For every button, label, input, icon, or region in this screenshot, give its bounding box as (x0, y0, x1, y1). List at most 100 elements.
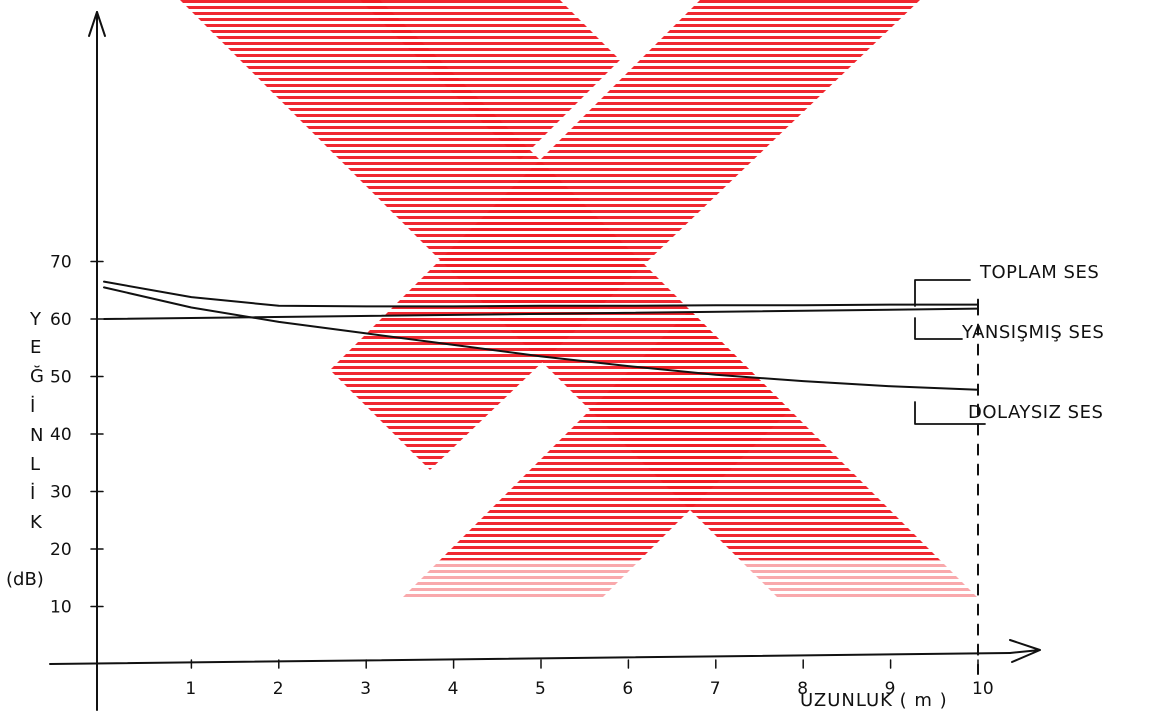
watermark-stripe (0, 369, 1172, 372)
y-axis-unit-label: (dB) (6, 569, 44, 590)
x-logo-watermark (0, 0, 1172, 620)
watermark-stripe (0, 51, 1172, 54)
watermark-stripe (0, 507, 1172, 510)
watermark-stripe (0, 525, 1172, 528)
series-line-yansişmiş-ses (103, 307, 979, 320)
watermark-stripe (0, 141, 1172, 144)
y-tick-label: 70 (50, 253, 72, 273)
watermark-stripe (0, 117, 1172, 120)
watermark-stripe (0, 93, 1172, 96)
watermark-stripe (0, 465, 1172, 468)
watermark-stripe (0, 201, 1172, 204)
watermark-stripe (0, 411, 1172, 414)
y-axis-label-letter: N (30, 425, 43, 446)
y-tick-label: 40 (50, 425, 72, 445)
watermark-stripe (0, 243, 1172, 246)
watermark-stripe (0, 297, 1172, 300)
watermark-stripe (0, 153, 1172, 156)
watermark-stripe (0, 531, 1172, 534)
x-axis-label: UZUNLUK ( m ) (800, 690, 948, 711)
watermark-stripe (0, 69, 1172, 72)
watermark-stripe (0, 255, 1172, 258)
legend-bracket (914, 317, 963, 340)
watermark-stripe (0, 393, 1172, 396)
watermark-stripe (0, 333, 1172, 336)
watermark-stripe (0, 513, 1172, 516)
watermark-stripe (0, 9, 1172, 12)
series-line-toplam-ses (103, 280, 979, 308)
watermark-stripe (0, 207, 1172, 210)
watermark-stripe (0, 327, 1172, 330)
watermark-stripe (0, 237, 1172, 240)
watermark-stripe (0, 339, 1172, 342)
watermark-stripe (0, 225, 1172, 228)
watermark-stripe (0, 501, 1172, 504)
watermark-stripe (0, 279, 1172, 282)
legend-label: YANSIŞMIŞ SES (961, 322, 1104, 343)
watermark-stripe (0, 159, 1172, 162)
watermark-stripe (0, 321, 1172, 324)
y-axis-label-letter: Y (29, 309, 42, 330)
watermark-stripe (0, 129, 1172, 132)
series-line-dolaysiz-ses (103, 286, 979, 391)
y-axis-label-letter: Ğ (30, 365, 44, 387)
watermark-stripe (0, 231, 1172, 234)
x-tick-label: 6 (622, 679, 633, 699)
watermark-stripe (0, 543, 1172, 546)
watermark-stripe (0, 21, 1172, 24)
y-tick-label: 30 (50, 483, 72, 503)
legend-bracket (914, 401, 986, 425)
watermark-stripe (0, 399, 1172, 402)
watermark-stripe (0, 417, 1172, 420)
x-tick-label: 1 (185, 679, 196, 699)
y-tick-label: 20 (50, 540, 72, 560)
watermark-stripe (0, 555, 1172, 558)
watermark-stripe (0, 381, 1172, 384)
watermark-stripe (0, 177, 1172, 180)
watermark-stripe (0, 477, 1172, 480)
watermark-stripe (0, 453, 1172, 456)
watermark-stripe (0, 273, 1172, 276)
watermark-stripe (0, 99, 1172, 102)
watermark-stripe (0, 15, 1172, 18)
watermark-stripe (0, 315, 1172, 318)
watermark-fade (0, 560, 1172, 620)
watermark-stripe (0, 189, 1172, 192)
watermark-stripe (0, 45, 1172, 48)
watermark-stripe (0, 357, 1172, 360)
watermark-stripe (0, 135, 1172, 138)
watermark-stripe (0, 147, 1172, 150)
watermark-stripe (0, 405, 1172, 408)
watermark-stripe (0, 249, 1172, 252)
x-tick-label: 9 (885, 679, 896, 699)
watermark-stripe (0, 447, 1172, 450)
watermark-stripe (0, 285, 1172, 288)
x-tick-label: 7 (710, 679, 721, 699)
legend-label: DOLAYSIZ SES (968, 402, 1103, 423)
watermark-stripe (0, 33, 1172, 36)
y-axis-label-letter: İ (30, 483, 35, 504)
legend-label: TOPLAM SES (979, 262, 1099, 283)
y-axis-label-letter: E (30, 337, 41, 358)
x-tick-label: 10 (972, 679, 994, 699)
watermark-stripe (0, 63, 1172, 66)
y-tick-label: 50 (50, 368, 72, 388)
y-axis (88, 11, 106, 711)
watermark-stripe (0, 39, 1172, 42)
watermark-stripe (0, 57, 1172, 60)
watermark-stripe (0, 363, 1172, 366)
x-axis-arrow-icon (1009, 639, 1041, 663)
watermark-stripe (0, 441, 1172, 444)
watermark-stripe (0, 165, 1172, 168)
watermark-stripe (0, 27, 1172, 30)
watermark-stripe (0, 549, 1172, 552)
watermark-stripe (0, 375, 1172, 378)
watermark-stripe (0, 309, 1172, 312)
watermark-stripe (0, 261, 1172, 264)
watermark-stripe (0, 303, 1172, 306)
watermark-stripe (0, 105, 1172, 108)
watermark-stripe (0, 213, 1172, 216)
watermark-stripe (0, 171, 1172, 174)
x-tick-label: 8 (797, 679, 808, 699)
